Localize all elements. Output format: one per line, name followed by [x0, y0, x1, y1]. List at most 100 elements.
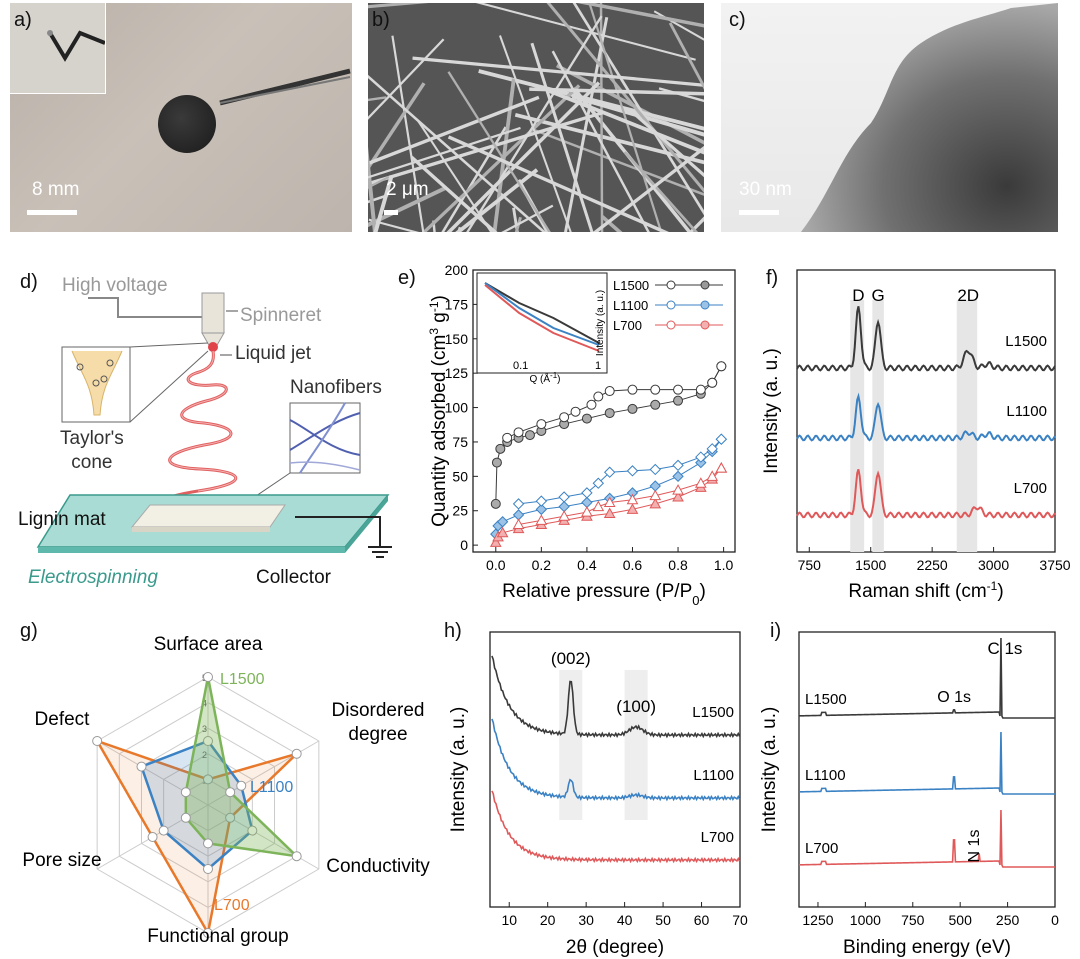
y-tick-label: 150	[445, 331, 469, 347]
plot-frame	[489, 631, 741, 908]
sem-fiber	[572, 86, 692, 232]
panel-label-a: a)	[14, 9, 32, 31]
sem-fiber	[588, 3, 663, 232]
sem-fiber	[455, 168, 539, 232]
data-point-L1500	[707, 377, 718, 388]
series-line-L1100	[798, 731, 1055, 795]
high-voltage-label: High voltage	[62, 275, 168, 296]
x-tick-label: 0.6	[623, 557, 643, 573]
data-point-L700	[706, 470, 719, 481]
inset-frame	[476, 272, 608, 374]
data-point-L1100	[672, 470, 684, 483]
x-tick-label: 500	[949, 912, 973, 928]
taylor-cone-label: Taylor's cone	[60, 427, 124, 475]
sem-fiber	[368, 74, 547, 232]
panel-a-photo: a) 8 mm	[10, 3, 352, 232]
data-point-L1100	[715, 433, 728, 445]
radar-point-L1100	[236, 780, 247, 791]
x-tick-label: 0.0	[486, 557, 506, 573]
scale-bar-label-c: 30 nm	[739, 179, 792, 200]
series-line-L700	[796, 468, 1056, 519]
scale-bar-a	[27, 210, 77, 215]
lignin-disc	[158, 95, 216, 153]
shaded-band	[559, 670, 583, 820]
x-tick-label: 50	[655, 912, 671, 928]
radar-tick-label: 4	[202, 699, 207, 709]
x-tick-label: 1500	[855, 557, 886, 573]
sem-fiber	[368, 95, 540, 166]
x-tick-label: 1250	[802, 912, 833, 928]
peak-label: (002)	[551, 649, 591, 668]
data-point-L1500	[593, 391, 604, 402]
series-line-L1100	[491, 718, 741, 802]
sem-fiber	[501, 204, 554, 232]
radar-point-L1500	[225, 787, 236, 798]
data-point-L1500	[502, 432, 513, 443]
radar-point-L700	[147, 832, 158, 842]
chart-h-xrd: 10 20 30 40 50 60 70 2θ (degree) Intensity (a. u…	[448, 631, 748, 958]
peak-label: O 1s	[937, 689, 971, 706]
y-axis-label: Quantity adsorbed (cm3 g-1)	[427, 295, 450, 527]
radar-axis-label: degree	[348, 724, 407, 745]
collector-label: Collector	[256, 567, 331, 588]
data-point-L1500	[581, 413, 592, 424]
legend-label-L1500: L1500	[613, 278, 649, 293]
x-tick-label: 3750	[1039, 557, 1070, 573]
sem-fiber	[546, 3, 704, 193]
shaded-band	[624, 670, 648, 820]
series-label-L1100: L1100	[805, 767, 846, 784]
peak-label: C 1s	[987, 639, 1022, 658]
panel-b-sem-image: b) 2 μm	[368, 3, 704, 232]
legend-marker-L700	[700, 320, 710, 330]
data-point-L1500	[695, 384, 706, 395]
sem-fiber	[368, 38, 445, 120]
sem-fiber	[447, 71, 551, 232]
series-label-L1500: L1500	[1005, 333, 1047, 350]
plot-frame	[798, 631, 1056, 908]
chart-g-radar: 12345Surface areaDisordereddegreeConduct…	[22, 634, 430, 947]
y-tick-label: 200	[445, 262, 469, 278]
sem-fiber	[446, 81, 601, 232]
legend-marker-L1100	[700, 300, 710, 310]
x-axis-label: Binding energy (eV)	[843, 937, 1011, 958]
x-tick-label: 60	[694, 912, 710, 928]
lignin-mat-label: Lignin mat	[18, 509, 106, 530]
peak-label: D	[852, 286, 864, 305]
sem-fiber	[417, 120, 493, 232]
inset-photo	[10, 3, 106, 94]
series-line-L700	[798, 809, 1055, 868]
x-tick-label: 0.4	[577, 557, 597, 573]
series-line-L1100-adsorption	[495, 438, 722, 535]
data-point-L1100	[695, 451, 707, 463]
sem-fiber	[555, 63, 704, 145]
series-line-L1500	[798, 637, 1055, 719]
sem-fiber	[576, 3, 704, 28]
sem-fiber	[478, 69, 704, 131]
taylor-cone-line2: cone	[71, 452, 113, 473]
radar-point-L1500	[203, 672, 213, 682]
radar-point-L700	[92, 736, 103, 746]
inset-y-label: Intensity (a. u.)	[595, 290, 606, 356]
sem-fiber	[571, 94, 704, 137]
sem-fiber	[368, 82, 426, 172]
series-label-L700: L700	[701, 829, 734, 846]
data-point-L1100	[626, 465, 639, 477]
sem-fiber	[551, 50, 650, 232]
data-point-L1500	[673, 384, 684, 395]
panel-label-e: e)	[398, 267, 416, 289]
data-point-L700	[626, 503, 639, 514]
x-tick-label: 1000	[850, 912, 881, 928]
legend-marker-L1100	[666, 300, 676, 310]
radar-axis-label: Conductivity	[326, 856, 430, 877]
data-point-L700	[592, 500, 605, 512]
liquid-jet-label: Liquid jet	[235, 343, 312, 364]
y-axis-label: Intensity (a. u.)	[759, 707, 780, 833]
x-tick-label: 0	[1051, 912, 1059, 928]
panel-label-c: c)	[729, 9, 746, 31]
x-axis-label: Raman shift (cm-1)	[848, 579, 1003, 602]
radar-point-L700	[203, 928, 213, 938]
radar-point-L1500	[203, 838, 213, 849]
sem-fiber	[498, 35, 572, 232]
panel-label-h: h)	[444, 620, 462, 642]
spinneret-label: Spinneret	[240, 305, 322, 326]
